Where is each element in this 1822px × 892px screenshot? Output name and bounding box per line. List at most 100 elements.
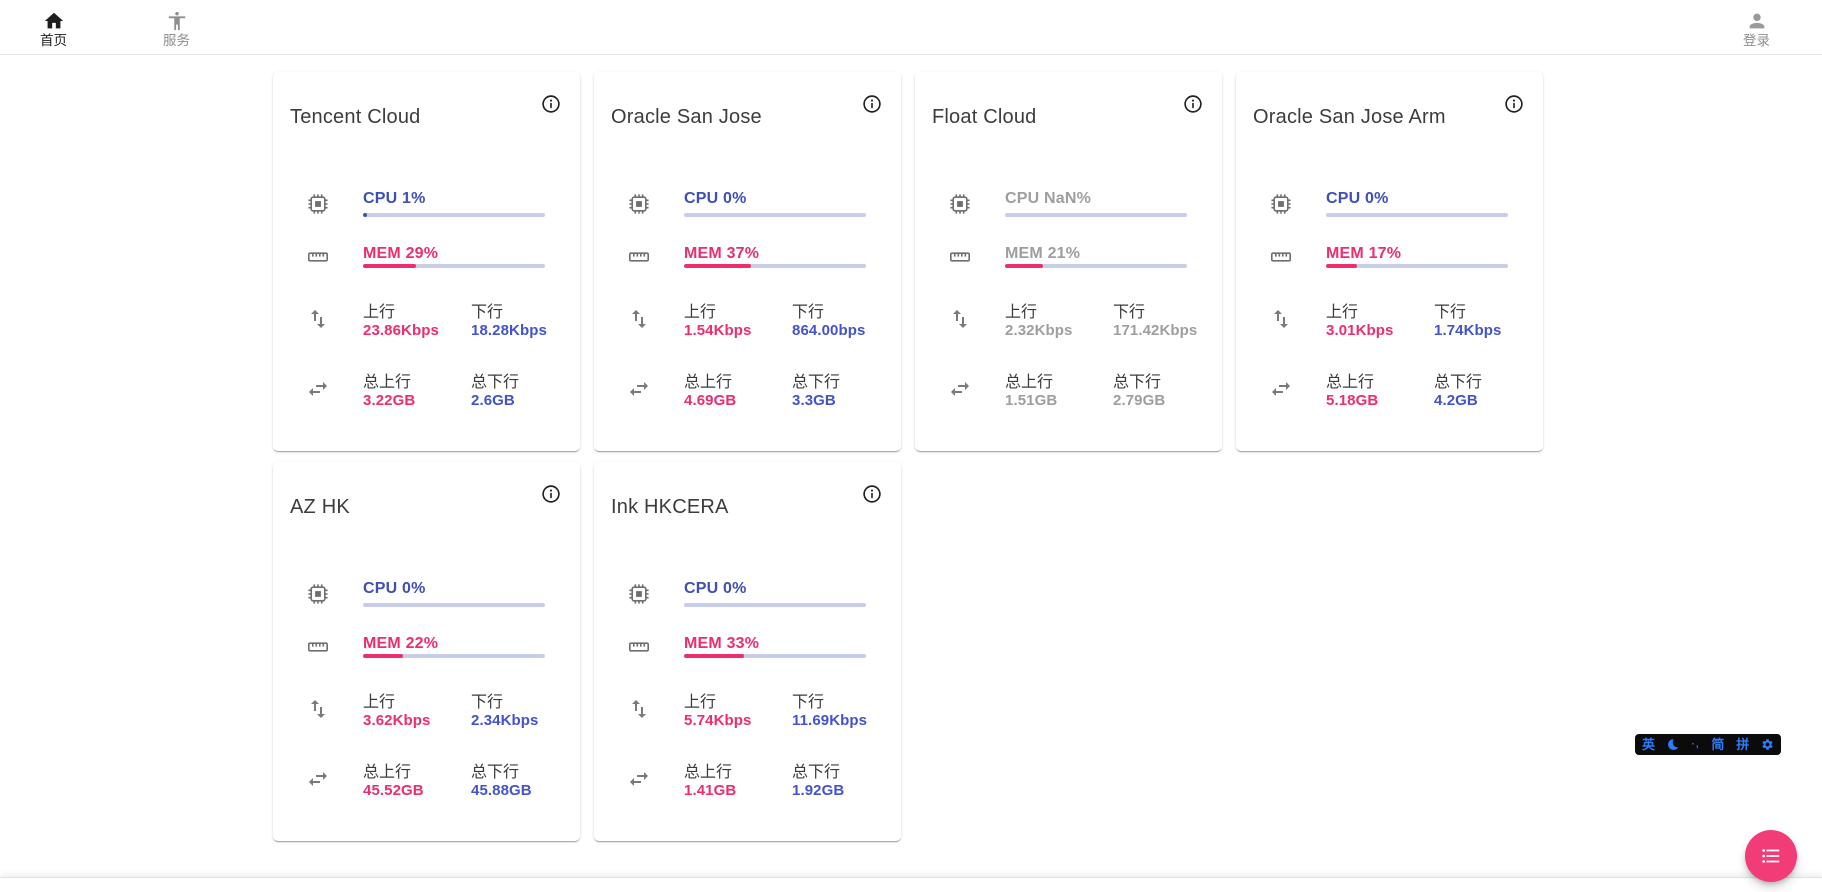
memory-usage-text: MEM 29% (363, 245, 439, 262)
swap-vertical-icon (1274, 310, 1288, 328)
memory-usage-text: MEM 22% (363, 635, 439, 652)
nav-item-label: 首页 (40, 32, 67, 48)
cpu-progress-bar (684, 603, 866, 607)
info-icon[interactable] (861, 483, 883, 505)
server-name: AZ HK (290, 496, 350, 518)
swap-vertical-icon (632, 700, 646, 718)
total-upload-value: 45.52GB (363, 782, 424, 799)
server-list-fab[interactable] (1745, 830, 1797, 882)
server-card: Oracle San Jose Arm (1236, 72, 1543, 451)
server-name: Float Cloud (932, 106, 1037, 128)
nav-left: 首页 服务 (0, 6, 190, 49)
download-speed-value: 171.42Kbps (1113, 322, 1198, 339)
nav-item-login[interactable]: 登录 (1743, 6, 1822, 49)
swap-vertical-icon (311, 700, 325, 718)
info-icon[interactable] (1503, 93, 1525, 115)
server-card: Oracle San Jose (594, 72, 901, 451)
download-speed-value: 1.74Kbps (1434, 322, 1502, 339)
total-upload-value: 1.51GB (1005, 392, 1058, 409)
ime-pinyin-toggle[interactable]: 拼 (1736, 737, 1750, 752)
upload-speed-value: 3.01Kbps (1326, 322, 1394, 339)
server-name: Oracle San Jose (611, 106, 762, 128)
list-icon (1762, 849, 1780, 863)
memory-ruler-icon (628, 642, 649, 652)
ime-toolbar: 英 ·, 简 拼 (1635, 734, 1781, 755)
cpu-usage-text: CPU 0% (684, 580, 747, 597)
cpu-icon (629, 584, 649, 604)
total-upload-label: 总上行 (363, 764, 412, 781)
download-label: 下行 (792, 304, 825, 321)
server-card: AZ HK CPU 0% (273, 462, 580, 841)
memory-usage-text: MEM 37% (684, 245, 760, 262)
gear-icon[interactable] (1761, 738, 1774, 751)
cpu-usage-text: CPU 1% (363, 190, 426, 207)
memory-progress-bar (363, 654, 545, 658)
upload-label: 上行 (363, 304, 396, 321)
download-speed-value: 11.69Kbps (792, 712, 868, 729)
download-label: 下行 (792, 694, 825, 711)
top-nav: 首页 服务 登录 (0, 0, 1822, 55)
ime-simplified-toggle[interactable]: 简 (1711, 737, 1725, 752)
server-name: Ink HKCERA (611, 496, 729, 518)
cpu-usage-text: CPU 0% (363, 580, 426, 597)
server-cards-grid: Tencent Cloud CP (273, 72, 1543, 841)
cpu-usage-text: CPU 0% (1326, 190, 1389, 207)
upload-speed-value: 2.32Kbps (1005, 322, 1073, 339)
total-download-label: 总下行 (792, 764, 841, 781)
upload-label: 上行 (684, 304, 717, 321)
server-card: Ink HKCERA CPU 0 (594, 462, 901, 841)
info-icon[interactable] (861, 93, 883, 115)
download-speed-value: 864.00bps (792, 322, 866, 339)
total-upload-value: 3.22GB (363, 392, 416, 409)
total-download-value: 45.88GB (471, 782, 532, 799)
nav-item-services[interactable]: 服务 (163, 6, 190, 49)
upload-label: 上行 (684, 694, 717, 711)
memory-usage-text: MEM 21% (1005, 245, 1081, 262)
upload-speed-value: 3.62Kbps (363, 712, 431, 729)
swap-vertical-icon (311, 310, 325, 328)
cpu-progress-bar (363, 213, 545, 217)
total-download-value: 2.79GB (1113, 392, 1166, 409)
accessibility-icon (168, 11, 185, 30)
total-download-label: 总下行 (471, 764, 520, 781)
memory-progress-bar (1326, 264, 1508, 268)
server-name: Oracle San Jose Arm (1253, 106, 1446, 128)
info-icon[interactable] (1182, 93, 1204, 115)
nav-item-home[interactable]: 首页 (40, 6, 67, 49)
memory-progress-bar (684, 654, 866, 658)
upload-label: 上行 (363, 694, 396, 711)
swap-horizontal-icon (951, 382, 969, 396)
download-speed-value: 18.28Kbps (471, 322, 547, 339)
memory-ruler-icon (949, 252, 970, 262)
download-label: 下行 (471, 304, 504, 321)
memory-ruler-icon (307, 642, 328, 652)
upload-speed-value: 23.86Kbps (363, 322, 439, 339)
server-card: Float Cloud CPU (915, 72, 1222, 451)
upload-label: 上行 (1326, 304, 1359, 321)
download-label: 下行 (1113, 304, 1146, 321)
upload-label: 上行 (1005, 304, 1038, 321)
memory-ruler-icon (628, 252, 649, 262)
ime-language-toggle[interactable]: 英 (1642, 737, 1656, 752)
total-upload-value: 1.41GB (684, 782, 737, 799)
memory-ruler-icon (1270, 252, 1291, 262)
nav-item-label: 服务 (163, 32, 190, 48)
total-download-value: 3.3GB (792, 392, 836, 409)
total-download-value: 1.92GB (792, 782, 845, 799)
download-label: 下行 (1434, 304, 1467, 321)
page-footer (0, 877, 1822, 892)
cpu-icon (308, 194, 328, 214)
info-icon[interactable] (540, 483, 562, 505)
total-upload-label: 总上行 (1326, 374, 1375, 391)
swap-horizontal-icon (630, 772, 648, 786)
total-download-label: 总下行 (1434, 374, 1483, 391)
memory-usage-text: MEM 17% (1326, 245, 1402, 262)
ime-punctuation-toggle[interactable]: ·, (1691, 739, 1700, 750)
cpu-icon (629, 194, 649, 214)
total-download-value: 4.2GB (1434, 392, 1478, 409)
total-download-value: 2.6GB (471, 392, 515, 409)
moon-icon[interactable] (1667, 738, 1680, 751)
info-icon[interactable] (540, 93, 562, 115)
total-download-label: 总下行 (792, 374, 841, 391)
